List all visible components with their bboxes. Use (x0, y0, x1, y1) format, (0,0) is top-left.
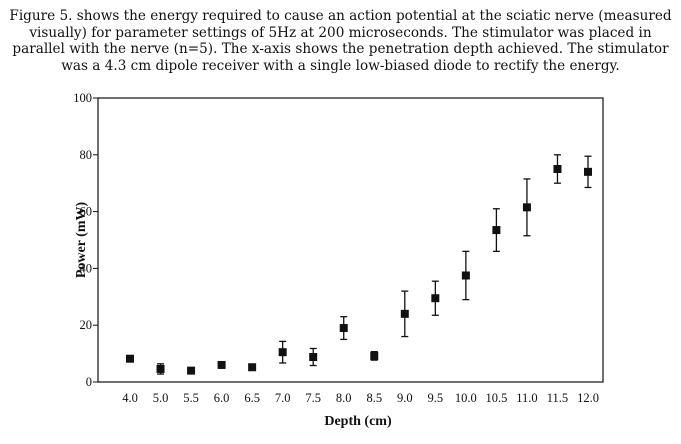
x-tick-label: 4.0 (122, 391, 138, 405)
data-point (309, 353, 318, 362)
x-tick-label: 11.5 (547, 391, 568, 405)
y-tick-label: 80 (80, 148, 93, 162)
x-tick-label: 11.0 (516, 391, 537, 405)
x-tick-label: 5.5 (183, 391, 199, 405)
x-tick-label: 8.5 (366, 391, 382, 405)
x-tick-label: 6.0 (214, 391, 230, 405)
data-point (248, 363, 257, 372)
data-point (400, 309, 409, 318)
x-tick-label: 6.5 (244, 391, 260, 405)
x-tick-label: 9.5 (428, 391, 444, 405)
data-point (553, 165, 562, 173)
x-tick-label: 9.0 (397, 391, 413, 405)
plot-frame (97, 97, 604, 383)
y-tick-label: 0 (86, 375, 92, 389)
x-tick-label: 7.0 (275, 391, 291, 405)
data-point (461, 271, 470, 280)
data-point (431, 294, 440, 303)
y-tick-label: 100 (73, 91, 92, 105)
data-point (187, 366, 196, 375)
x-tick-label: 10.5 (485, 391, 507, 405)
data-point (156, 364, 165, 373)
x-tick-label: 10.0 (455, 391, 477, 405)
y-tick-label: 60 (80, 205, 93, 219)
x-axis-label: Depth (cm) (324, 414, 392, 429)
data-point (217, 360, 226, 369)
x-tick-label: 12.0 (577, 391, 599, 405)
data-point (370, 351, 379, 360)
data-point (339, 324, 348, 333)
x-tick-label: 8.0 (336, 391, 352, 405)
x-tick-label: 7.5 (305, 391, 321, 405)
data-point (278, 348, 287, 357)
x-tick-label: 5.0 (153, 391, 169, 405)
figure-caption: Figure 5. shows the energy required to c… (9, 8, 672, 74)
data-point (126, 354, 134, 363)
data-point (492, 226, 501, 235)
data-point (522, 203, 531, 212)
y-tick-label: 20 (80, 318, 93, 332)
y-axis-label: Power (mW) (74, 202, 89, 279)
data-point (584, 167, 592, 176)
y-tick-label: 40 (80, 261, 93, 275)
